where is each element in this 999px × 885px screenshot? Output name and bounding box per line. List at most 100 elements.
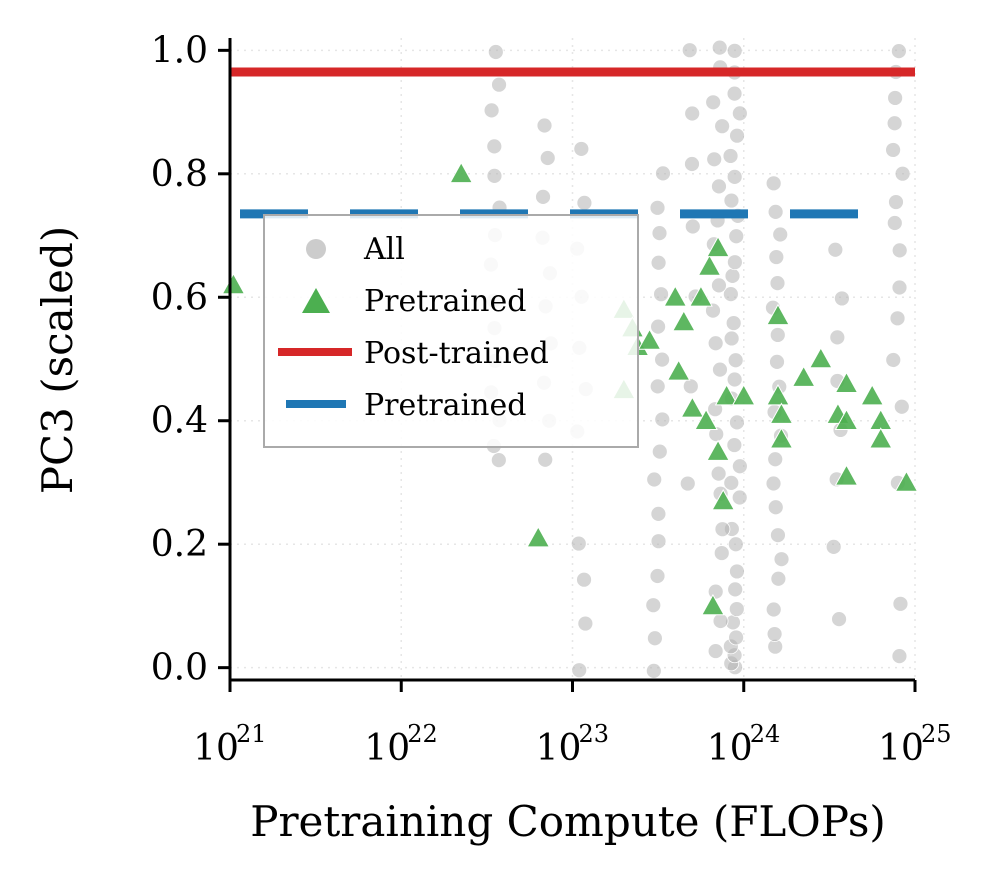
all-point [724, 268, 741, 284]
all-point [765, 175, 782, 192]
all-point [768, 249, 785, 265]
all-point [654, 411, 671, 428]
pretrained-point [766, 384, 790, 406]
all-point [486, 138, 503, 155]
y-axis-title: PC3 (scaled) [33, 226, 82, 495]
all-point [705, 94, 722, 111]
pretrained-point [449, 161, 474, 184]
pretrained-point [791, 365, 816, 387]
all-point [570, 535, 587, 552]
all-point [767, 203, 784, 220]
x-tick-label: 10 [193, 728, 239, 769]
all-point [765, 601, 782, 618]
all-point [767, 499, 784, 516]
legend-pretrained-line-label: Pretrained [364, 388, 526, 423]
pretrained-point [808, 346, 833, 369]
pretrained-point [860, 384, 885, 406]
all-point [889, 310, 906, 327]
all-point [576, 571, 592, 588]
all-point [711, 39, 728, 56]
legend-pretrained-label: Pretrained [364, 284, 526, 319]
all-point [722, 286, 739, 303]
all-point [650, 318, 667, 335]
all-point [767, 451, 784, 468]
y-tick-label: 0.8 [151, 154, 208, 195]
y-axis-ticks: 0.0 0.2 0.4 0.6 0.8 1.0 [151, 30, 230, 689]
all-point [483, 102, 500, 119]
all-point [651, 443, 668, 460]
all-point [571, 662, 588, 679]
all-point [684, 105, 701, 122]
all-point [773, 551, 790, 568]
all-point [539, 150, 556, 166]
all-point [726, 437, 743, 453]
x-tick-label: 10 [707, 728, 753, 769]
x-tick-exponent: 23 [579, 720, 610, 748]
all-point [723, 330, 740, 347]
all-point [707, 643, 724, 659]
all-point [726, 371, 743, 388]
all-point [650, 506, 667, 522]
all-point [727, 352, 744, 369]
x-tick-exponent: 22 [407, 720, 438, 748]
all-point [706, 151, 723, 168]
all-point [727, 536, 744, 553]
all-point [731, 458, 748, 475]
all-point [486, 167, 503, 184]
all-point [577, 615, 594, 632]
all-point [649, 199, 666, 216]
all-point [711, 277, 727, 294]
x-tick-exponent: 24 [750, 720, 781, 748]
all-point [649, 568, 666, 584]
all-point [766, 626, 783, 642]
pretrained-point [671, 309, 696, 332]
all-point [728, 629, 745, 646]
pretrained-point [637, 328, 662, 350]
all-point [769, 275, 786, 292]
all-point [891, 279, 908, 296]
all-point [725, 315, 742, 331]
all-point [886, 215, 903, 231]
all-point [684, 156, 700, 172]
y-tick-label: 0.2 [151, 524, 208, 565]
all-point [708, 426, 725, 443]
y-tick-label: 1.0 [151, 30, 208, 71]
all-point [710, 465, 727, 482]
pretrained-point [526, 525, 551, 548]
all-point [770, 527, 786, 544]
all-point [731, 489, 748, 506]
pretrained-point [711, 488, 736, 511]
x-axis-title: Pretraining Compute (FLOPs) [250, 797, 886, 846]
pretrained-point [697, 254, 722, 276]
all-point [770, 570, 787, 587]
all-point [887, 90, 904, 106]
all-point [885, 352, 902, 368]
all-point [714, 118, 731, 135]
all-point [712, 361, 728, 378]
all-point [647, 630, 663, 647]
all-point [491, 76, 507, 93]
all-point [726, 85, 743, 102]
all-point [726, 168, 743, 185]
legend-frame [263, 214, 639, 448]
all-point [537, 451, 554, 468]
all-point [831, 611, 847, 628]
pretrained-point [834, 408, 859, 431]
all-point [645, 662, 662, 679]
pretrained-point [221, 272, 246, 295]
legend: All Pretrained Post-trained Pretrained [263, 214, 639, 448]
all-point [727, 581, 744, 598]
all-point [894, 165, 911, 182]
y-tick-label: 0.6 [151, 277, 208, 318]
all-point [722, 148, 739, 164]
all-point [650, 533, 667, 550]
all-point [769, 327, 786, 343]
pretrained-point [868, 427, 893, 449]
all-point [726, 254, 743, 271]
pretrained-point [714, 384, 739, 406]
all-point [705, 302, 721, 319]
all-point [713, 545, 730, 561]
all-point [650, 254, 667, 271]
pretrained-point [834, 371, 859, 393]
all-point [654, 351, 670, 368]
